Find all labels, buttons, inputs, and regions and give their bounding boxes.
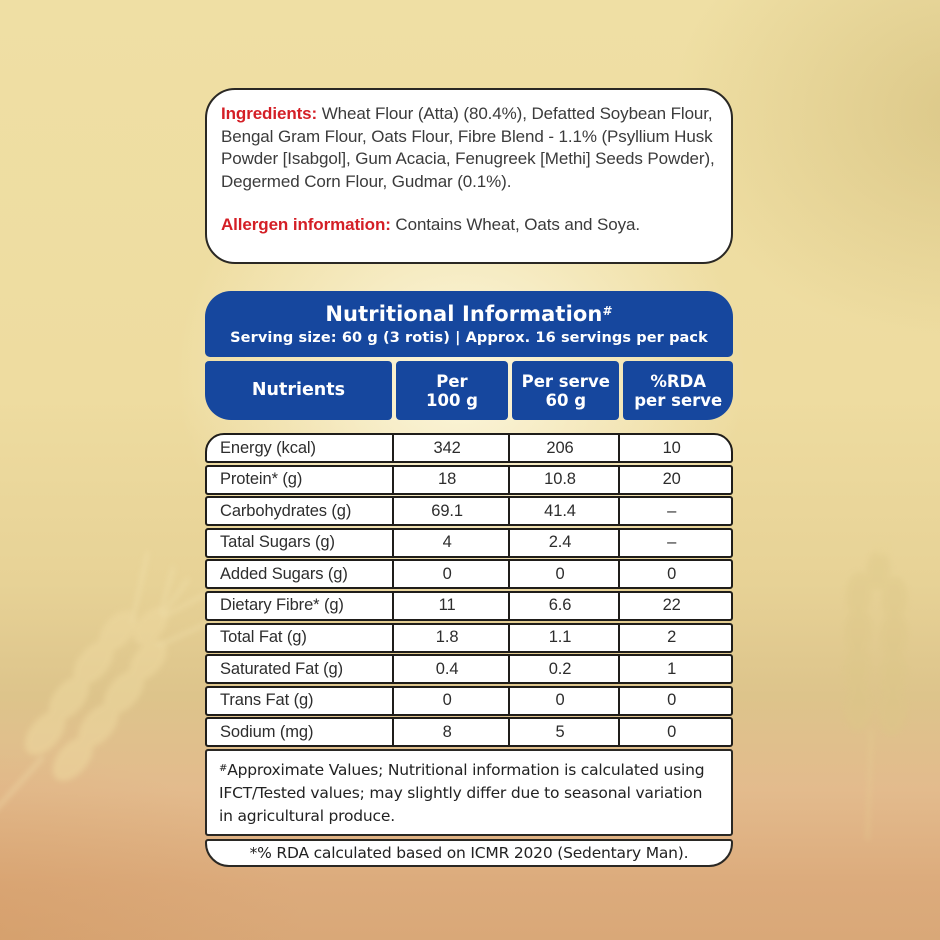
rda-value: 0 — [618, 719, 731, 746]
rda-value: – — [618, 529, 731, 556]
rda-value: 10 — [618, 435, 731, 461]
nutrient-name: Added Sugars (g) — [220, 564, 348, 583]
table-row-total-sugars: Tatal Sugars (g) 4 2.4 – — [205, 527, 733, 558]
table-column-headers: Nutrients Per 100 g Per serve 60 g %RDA … — [205, 361, 733, 420]
allergen-label: Allergen information: — [221, 215, 391, 234]
nutrient-name: Energy (kcal) — [220, 438, 316, 457]
table-row-protein: Protein* (g) 18 10.8 20 — [205, 464, 733, 495]
rda-line1: %RDA — [650, 371, 707, 391]
per100-line2: 100 g — [425, 390, 478, 410]
table-row-sodium: Sodium (mg) 8 5 0 — [205, 717, 733, 748]
column-header-nutrients-label: Nutrients — [251, 380, 346, 400]
serving-size-line: Serving size: 60 g (3 rotis) | Approx. 1… — [230, 330, 708, 346]
per-serve-value: 5 — [507, 719, 619, 746]
ingredients-paragraph: Ingredients: Wheat Flour (Atta) (80.4%),… — [221, 103, 715, 193]
per-serve-value: 0 — [507, 687, 619, 714]
nutrient-name: Saturated Fat (g) — [220, 659, 344, 678]
table-row-total-fat: Total Fat (g) 1.8 1.1 2 — [205, 622, 733, 653]
rda-value: 2 — [618, 624, 731, 651]
per100-value: 0 — [392, 561, 507, 588]
nutrient-name: Trans Fat (g) — [220, 691, 314, 710]
label-content-column: Ingredients: Wheat Flour (Atta) (80.4%),… — [205, 88, 733, 867]
per100-value: 8 — [392, 719, 507, 746]
per100-value: 18 — [392, 466, 507, 493]
table-row-trans-fat: Trans Fat (g) 0 0 0 — [205, 685, 733, 716]
nutrition-title-area: Nutritional Information# Serving size: 6… — [205, 291, 733, 357]
per-serve-value: 10.8 — [507, 466, 619, 493]
rda-basis-footnote: *% RDA calculated based on ICMR 2020 (Se… — [205, 838, 733, 867]
footnote-hash-superscript: # — [219, 763, 228, 775]
per100-line1: Per — [436, 371, 468, 391]
per100-value: 0 — [392, 687, 507, 714]
nutrient-name: Tatal Sugars (g) — [220, 533, 335, 552]
table-row-saturated-fat: Saturated Fat (g) 0.4 0.2 1 — [205, 654, 733, 685]
per-serve-value: 2.4 — [507, 529, 619, 556]
per-serve-value: 206 — [507, 435, 619, 461]
table-row-added-sugars: Added Sugars (g) 0 0 0 — [205, 559, 733, 590]
per100-value: 11 — [392, 592, 507, 619]
nutrition-header-block: Nutritional Information# Serving size: 6… — [205, 291, 733, 420]
per100-value: 4 — [392, 529, 507, 556]
column-header-per-100g: Per 100 g — [395, 361, 509, 420]
perserve-line2: 60 g — [545, 390, 587, 410]
allergen-text: Contains Wheat, Oats and Soya. — [395, 215, 641, 234]
per100-value: 69.1 — [392, 498, 507, 525]
perserve-line1: Per serve — [521, 371, 610, 391]
per-serve-value: 1.1 — [507, 624, 619, 651]
wheat-stalk-right-image — [843, 534, 908, 841]
ingredients-label: Ingredients: — [221, 104, 318, 123]
approximate-values-footnote: #Approximate Values; Nutritional informa… — [205, 749, 733, 837]
nutrition-title-text: Nutritional Information — [325, 302, 603, 326]
column-header-rda: %RDA per serve — [623, 361, 733, 420]
rda-value: 0 — [618, 561, 731, 588]
nutrient-name: Sodium (mg) — [220, 722, 314, 741]
rda-value: 20 — [618, 466, 731, 493]
ingredients-text: Wheat Flour (Atta) (80.4%), Defatted Soy… — [221, 104, 715, 191]
nutrition-table: Energy (kcal) 342 206 10 Protein* (g) 18… — [205, 433, 733, 748]
rda-value: 22 — [618, 592, 731, 619]
per100-value: 0.4 — [392, 656, 507, 683]
nutrient-name: Total Fat (g) — [220, 628, 307, 647]
rda-value: 1 — [618, 656, 731, 683]
rda-value: – — [618, 498, 731, 525]
footnote-rda-text: *% RDA calculated based on ICMR 2020 (Se… — [249, 843, 689, 862]
table-row-carbohydrates: Carbohydrates (g) 69.1 41.4 – — [205, 496, 733, 527]
per-serve-value: 0 — [507, 561, 619, 588]
table-row-energy: Energy (kcal) 342 206 10 — [205, 433, 733, 463]
column-header-nutrients: Nutrients — [205, 361, 392, 420]
nutrient-name: Carbohydrates (g) — [220, 501, 352, 520]
per-serve-value: 0.2 — [507, 656, 619, 683]
rda-value: 0 — [618, 687, 731, 714]
column-header-per-serve: Per serve 60 g — [512, 361, 620, 420]
allergen-paragraph: Allergen information: Contains Wheat, Oa… — [221, 214, 715, 237]
nutrient-name: Protein* (g) — [220, 470, 303, 489]
per-serve-value: 6.6 — [507, 592, 619, 619]
footnote-approx-text: Approximate Values; Nutritional informat… — [219, 761, 705, 826]
nutrition-title: Nutritional Information# — [205, 298, 733, 327]
per-serve-value: 41.4 — [507, 498, 619, 525]
per100-value: 1.8 — [392, 624, 507, 651]
ingredients-box: Ingredients: Wheat Flour (Atta) (80.4%),… — [205, 88, 733, 264]
table-row-dietary-fibre: Dietary Fibre* (g) 11 6.6 22 — [205, 590, 733, 621]
per100-value: 342 — [392, 435, 507, 461]
nutrient-name: Dietary Fibre* (g) — [220, 596, 344, 615]
rda-line2: per serve — [634, 390, 723, 410]
nutrition-title-superscript: # — [602, 304, 613, 318]
